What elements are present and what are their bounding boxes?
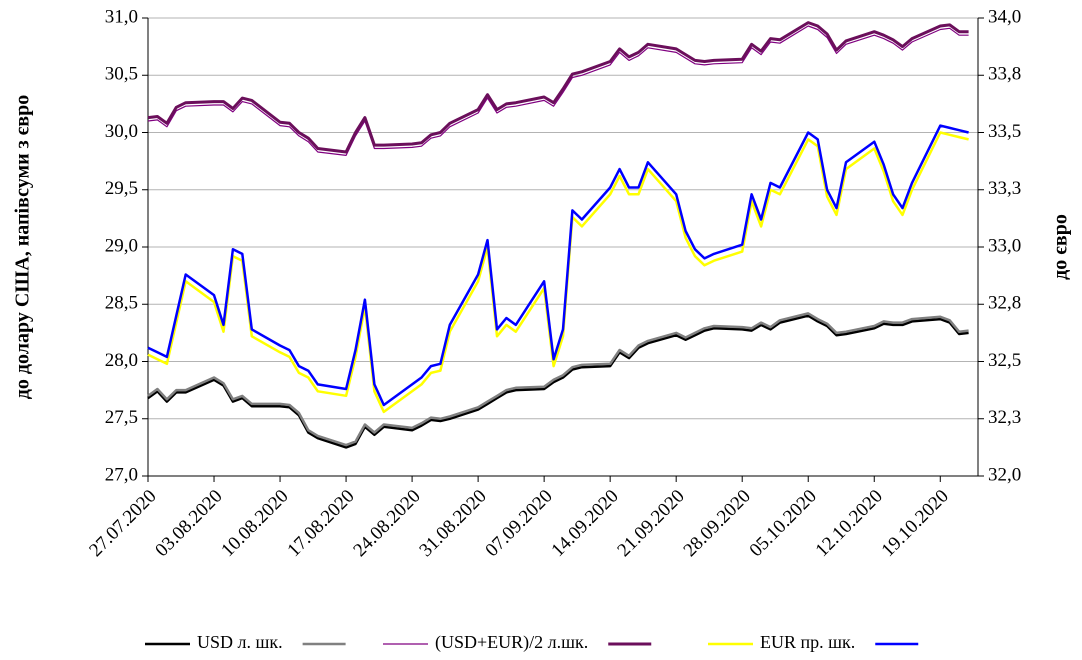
legend-label: EUR пр. шк. — [760, 632, 855, 652]
x-tick-label: 03.08.2020 — [151, 486, 226, 561]
y2-tick-label: 32,3 — [988, 407, 1021, 428]
x-tick-label: 07.09.2020 — [481, 486, 556, 561]
y-tick-label: 28,0 — [105, 350, 138, 371]
series-line — [147, 25, 969, 156]
x-tick-label: 17.08.2020 — [283, 486, 358, 561]
y2-tick-label: 34,0 — [988, 6, 1021, 27]
y2-tick-label: 33,5 — [988, 121, 1021, 142]
y2-tick-label: 32,8 — [988, 293, 1021, 314]
series-line — [147, 312, 969, 447]
x-tick-label: 05.10.2020 — [746, 486, 821, 561]
series-line — [147, 314, 969, 449]
x-tick-label: 28.09.2020 — [680, 486, 755, 561]
y2-tick-label: 33,3 — [988, 178, 1021, 199]
x-tick-label: 27.07.2020 — [85, 486, 160, 561]
x-tick-label: 21.09.2020 — [613, 486, 688, 561]
y2-tick-label: 33,8 — [988, 64, 1021, 85]
x-tick-label: 10.08.2020 — [217, 486, 292, 561]
y-tick-label: 30,5 — [105, 64, 138, 85]
series-line — [147, 124, 969, 407]
y-tick-label: 28,5 — [105, 293, 138, 314]
legend-label: (USD+EUR)/2 л.шк. — [435, 632, 588, 653]
x-tick-label: 24.08.2020 — [349, 486, 424, 561]
y-tick-label: 29,0 — [105, 235, 138, 256]
legend-label: USD л. шк. — [197, 632, 283, 652]
y2-axis-title: до євро — [1050, 214, 1072, 280]
y-tick-label: 27,5 — [105, 407, 138, 428]
y-axis-title: до долару США, напівсуми з євро — [12, 95, 34, 399]
legend: USD л. шк. (USD+EUR)/2 л.шк. EUR пр. шк. — [145, 632, 919, 653]
series-line — [147, 131, 969, 414]
y2-tick-label: 33,0 — [988, 235, 1021, 256]
y-tick-label: 30,0 — [105, 121, 138, 142]
y2-tick-label: 32,5 — [988, 350, 1021, 371]
x-tick-label: 19.10.2020 — [878, 486, 953, 561]
y2-tick-label: 32,0 — [988, 464, 1021, 485]
y-tick-label: 29,5 — [105, 178, 138, 199]
series-line — [147, 21, 969, 154]
y-tick-label: 31,0 — [105, 6, 138, 27]
x-tick-label: 14.09.2020 — [547, 486, 622, 561]
y-tick-label: 27,0 — [105, 464, 138, 485]
x-tick-label: 31.08.2020 — [415, 486, 490, 561]
x-tick-label: 12.10.2020 — [812, 486, 887, 561]
